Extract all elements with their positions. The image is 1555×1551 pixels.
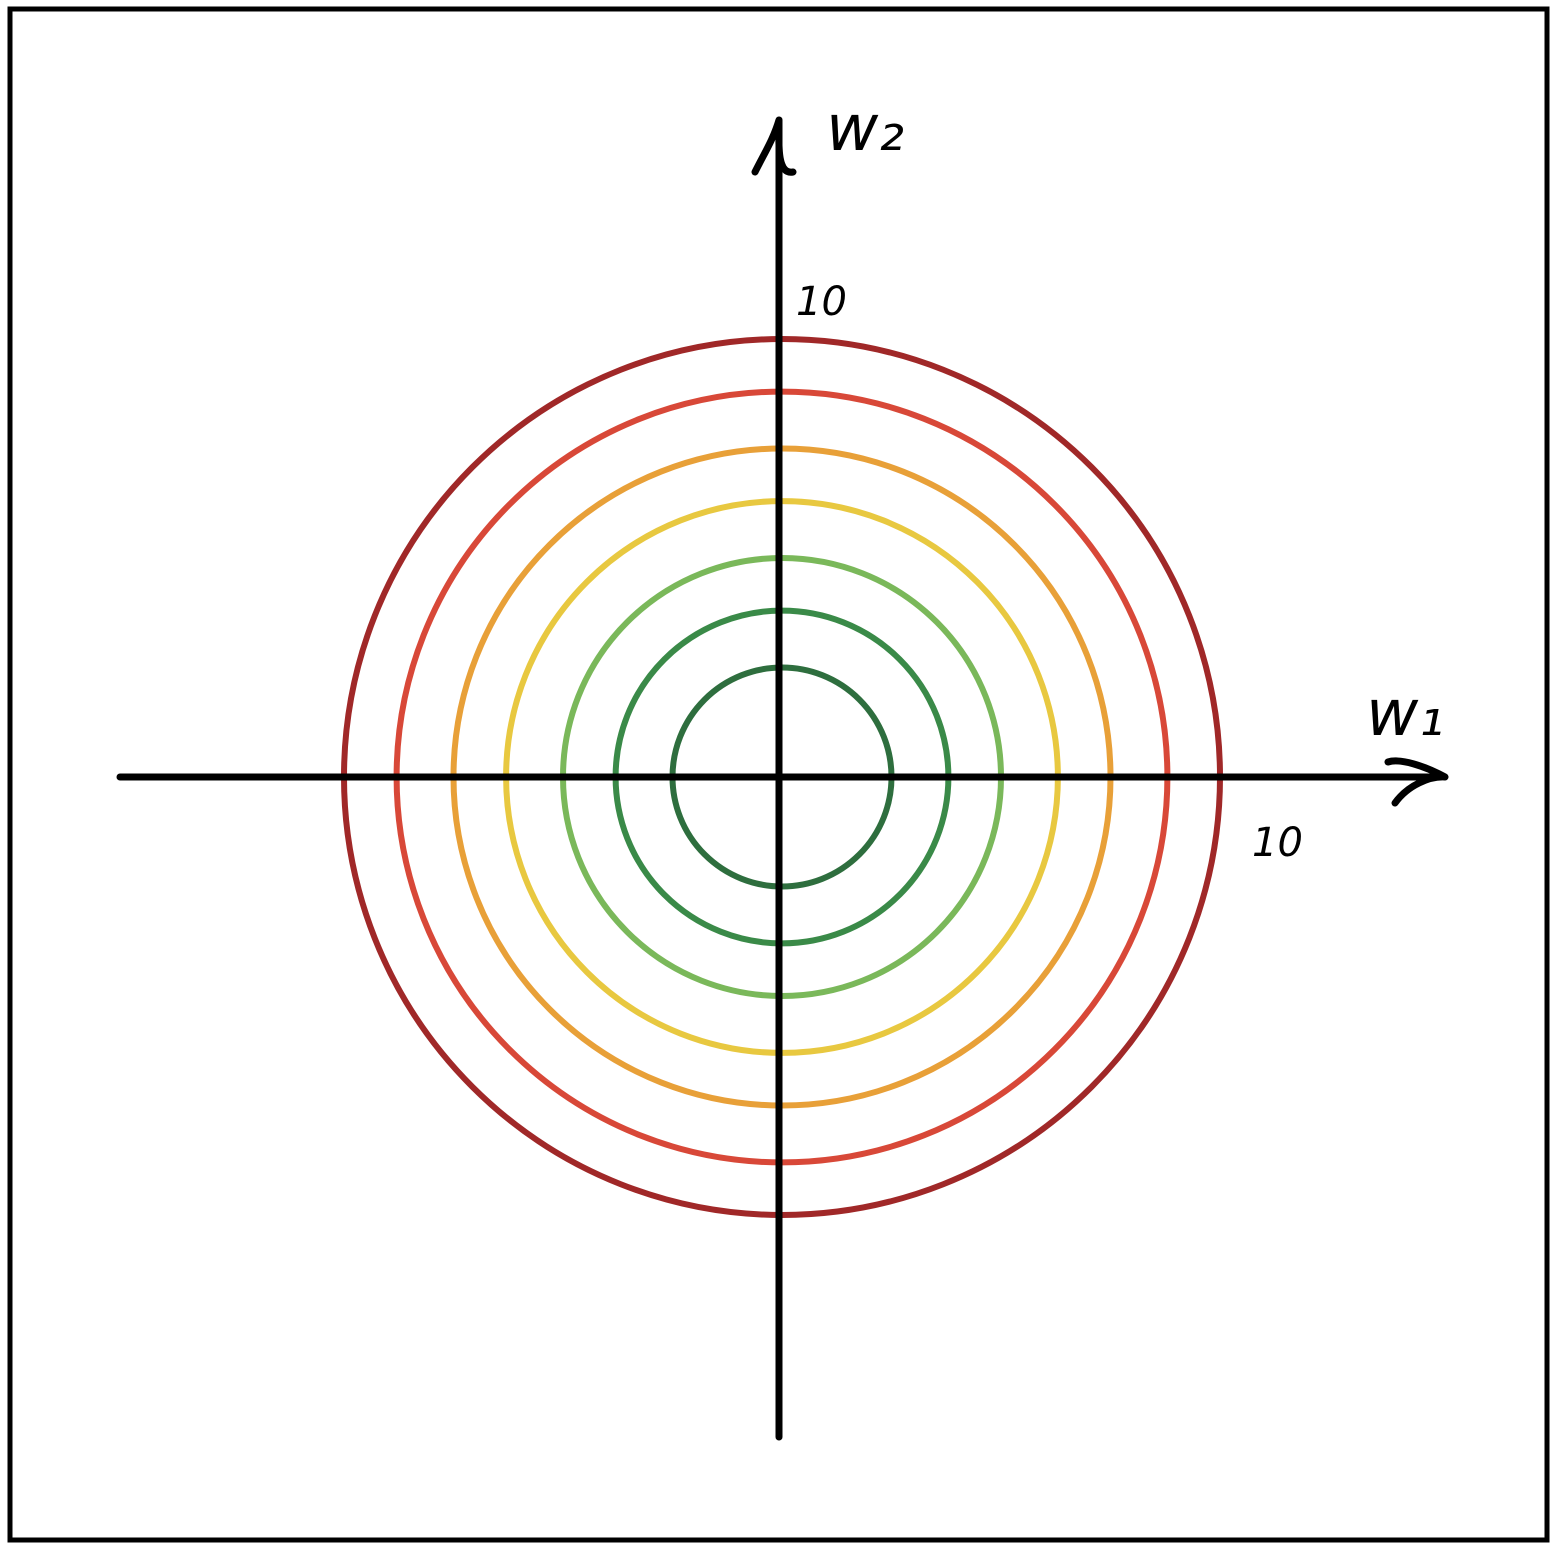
w2-tick-label: 10 <box>796 279 847 325</box>
w2-axis-arrowhead <box>751 116 797 176</box>
w2-axis-label: w₂ <box>826 92 904 166</box>
w1-axis-arrowhead <box>1384 757 1449 807</box>
w1-tick-label: 10 <box>1252 820 1303 866</box>
outer-frame <box>7 6 1550 1543</box>
w1-axis-label: w₁ <box>1366 677 1444 751</box>
